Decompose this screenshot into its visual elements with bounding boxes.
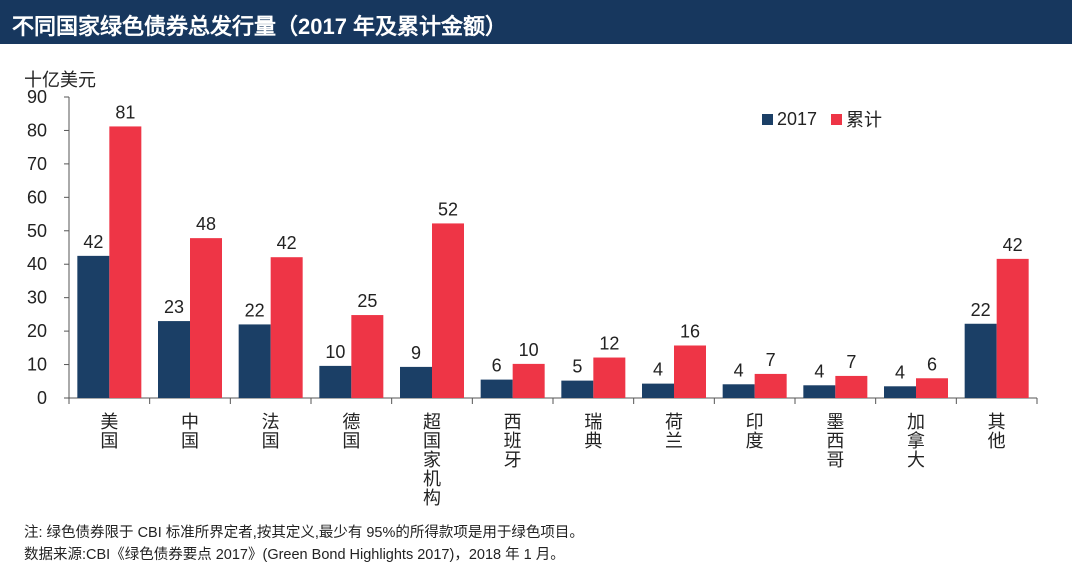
bar-cumulative	[432, 223, 464, 398]
y-axis-unit-label: 十亿美元	[24, 70, 96, 90]
data-label-cumulative: 42	[1003, 235, 1023, 255]
data-label-2017: 22	[971, 300, 991, 320]
data-label-cumulative: 48	[196, 214, 216, 234]
data-label-cumulative: 52	[438, 199, 458, 219]
y-tick-label: 30	[27, 288, 47, 308]
category-label: 西班牙	[504, 412, 522, 471]
bar-cumulative	[835, 375, 868, 398]
data-label-2017: 42	[83, 232, 103, 252]
category-label: 墨西哥	[826, 412, 844, 471]
y-tick-label: 0	[37, 388, 47, 408]
category-label: 超国家机构	[423, 412, 441, 509]
chart-title: 不同国家绿色债券总发行量（2017 年及累计金额）	[12, 14, 508, 39]
bar-chart: 0 10 20 30 40 50 60 70 80 90 42 81 美国 23 48 中国 22 42 法国 10 2…	[27, 87, 1038, 509]
data-label-cumulative: 7	[846, 352, 856, 372]
bar-cumulative	[754, 373, 787, 398]
bar-2017	[642, 383, 674, 398]
legend-item-cumulative: 累计	[831, 106, 882, 132]
y-tick-label: 60	[27, 187, 47, 207]
bar-cumulative	[593, 357, 626, 398]
data-label-2017: 22	[245, 300, 265, 320]
data-label-cumulative: 42	[277, 233, 297, 253]
data-label-2017: 23	[164, 297, 184, 317]
data-label-2017: 5	[572, 357, 582, 377]
category-label: 加拿大	[907, 412, 925, 471]
category-label: 美国	[100, 412, 118, 452]
category-label: 瑞典	[584, 412, 602, 452]
category-label: 法国	[262, 412, 280, 452]
data-label-2017: 4	[734, 360, 744, 380]
bar-2017	[722, 384, 755, 398]
data-label-cumulative: 10	[519, 340, 539, 360]
bar-2017	[884, 386, 916, 398]
legend-item-2017: 2017	[762, 109, 817, 130]
legend-swatch-2017	[762, 113, 773, 125]
data-label-cumulative: 6	[927, 354, 937, 374]
data-label-cumulative: 25	[357, 291, 377, 311]
bar-cumulative	[109, 126, 142, 398]
bar-cumulative	[512, 363, 545, 398]
bar-2017	[480, 379, 513, 398]
bar-2017	[964, 323, 997, 398]
data-label-2017: 4	[814, 361, 824, 381]
bar-cumulative	[996, 258, 1029, 398]
title-bar: 不同国家绿色债券总发行量（2017 年及累计金额）	[0, 0, 1072, 44]
y-tick-label: 40	[27, 254, 47, 274]
category-label: 荷兰	[665, 412, 683, 452]
data-label-2017: 4	[653, 360, 663, 380]
bar-2017	[400, 366, 432, 398]
bar-cumulative	[916, 378, 948, 398]
y-tick-label: 10	[27, 355, 47, 375]
bar-cumulative	[351, 315, 384, 398]
category-label: 德国	[342, 412, 360, 452]
bar-2017	[319, 365, 352, 398]
y-tick-label: 20	[27, 321, 47, 341]
legend-label-2017: 2017	[777, 108, 818, 129]
y-tick-label: 90	[27, 87, 47, 107]
bar-2017	[238, 324, 271, 398]
source-note: 数据来源:CBI《绿色债券要点 2017》(Green Bond Highlig…	[24, 547, 565, 563]
bar-2017	[561, 380, 594, 398]
data-label-cumulative: 7	[766, 350, 776, 370]
data-label-2017: 4	[895, 362, 905, 382]
y-tick-label: 50	[27, 221, 47, 241]
bar-cumulative	[674, 345, 706, 398]
category-label: 其他	[988, 412, 1006, 452]
y-tick-label: 70	[27, 154, 47, 174]
legend-label-cumulative: 累计	[846, 110, 883, 130]
data-label-cumulative: 81	[115, 102, 135, 122]
data-label-2017: 9	[411, 343, 421, 363]
bar-2017	[158, 321, 190, 398]
bar-2017	[77, 255, 110, 398]
legend-swatch-cumulative	[831, 113, 843, 125]
category-label: 中国	[181, 412, 199, 452]
data-label-2017: 10	[325, 342, 345, 362]
data-label-cumulative: 12	[599, 334, 619, 354]
data-label-2017: 6	[492, 356, 502, 376]
data-label-cumulative: 16	[680, 321, 700, 341]
legend: 2017 累计	[762, 106, 890, 132]
category-label: 印度	[746, 412, 764, 452]
y-tick-label: 80	[27, 120, 47, 140]
bar-2017	[803, 385, 836, 398]
footnote: 注: 绿色债券限于 CBI 标准所界定者,按其定义,最少有 95%的所得款项是用…	[24, 525, 584, 541]
bar-cumulative	[190, 238, 222, 398]
bar-cumulative	[270, 257, 303, 398]
